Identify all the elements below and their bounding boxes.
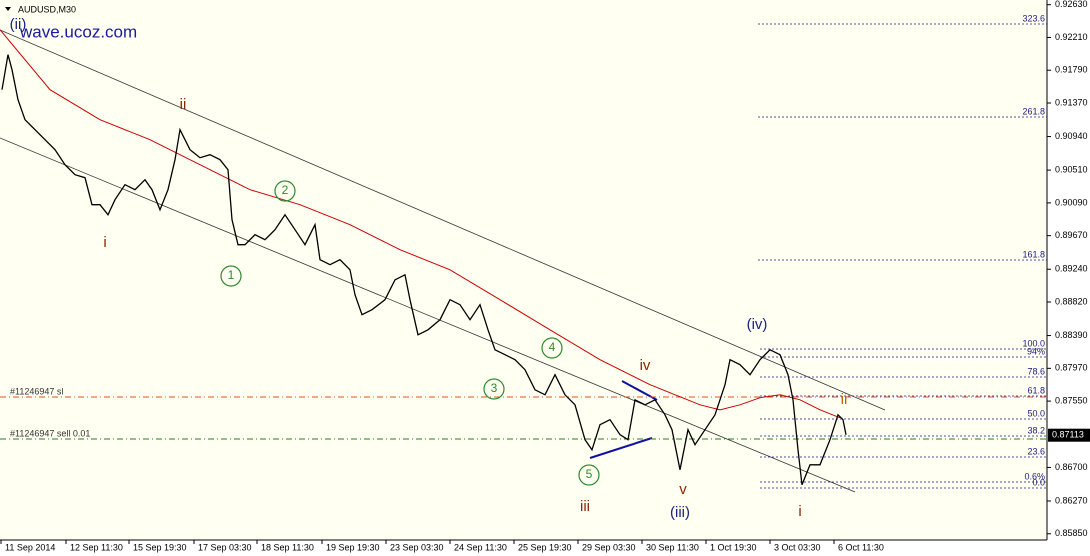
fib-label: 61.8	[1027, 385, 1045, 395]
last-price-box	[1048, 428, 1090, 442]
wave-circle	[578, 464, 600, 486]
plot-area	[0, 0, 1047, 540]
x-tick-label: 19 Sep 19:30	[326, 542, 380, 552]
price-line	[1, 54, 847, 486]
fib-label: 261.8	[1022, 106, 1045, 116]
channel-lower	[0, 137, 856, 493]
y-tick-label: 0.91370	[1055, 97, 1088, 107]
fib-label: 161.8	[1022, 249, 1045, 259]
x-tick-label: 3 Oct 03:30	[774, 542, 821, 552]
last-price-label: 0.87113	[1052, 430, 1084, 440]
fib-label: 38.2	[1027, 425, 1045, 435]
x-tick-label: 6 Oct 11:30	[838, 542, 884, 552]
wave-label: iv	[640, 357, 651, 374]
wave-label: iii	[580, 498, 590, 515]
wave-label: 4	[549, 340, 556, 354]
y-tick-label: 0.90510	[1055, 164, 1088, 174]
wave-circle	[220, 265, 242, 287]
fib-label: 78.6	[1027, 366, 1045, 376]
x-tick-label: 15 Sep 19:30	[133, 542, 187, 552]
x-tick-label: 23 Sep 03:30	[390, 542, 444, 552]
y-tick-label: 0.89670	[1055, 230, 1088, 240]
wave-label: i	[798, 503, 801, 520]
y-tick-label: 0.86270	[1055, 495, 1088, 505]
x-tick-label: 1 Oct 19:30	[710, 542, 757, 552]
fib-label: 50.0	[1027, 408, 1045, 418]
x-tick-label: 11 Sep 2014	[5, 542, 55, 552]
y-tick-label: 0.87970	[1055, 363, 1088, 373]
fib-label: 0.6%	[1024, 471, 1045, 481]
wave-label: v	[679, 481, 687, 498]
x-tick-label: 25 Sep 19:30	[518, 542, 572, 552]
wave-circle	[274, 180, 296, 202]
moving-average	[0, 29, 841, 419]
fib-label: 323.6	[1022, 13, 1045, 23]
wave-label: ii	[180, 96, 187, 113]
y-tick-label: 0.90090	[1055, 197, 1088, 207]
y-tick-label: 0.87550	[1055, 395, 1088, 405]
fib-label: 23.6	[1027, 446, 1045, 456]
y-tick-label: 0.91790	[1055, 65, 1088, 75]
fib-label: 94%	[1027, 346, 1045, 356]
fib-label: 0.0	[1032, 477, 1045, 487]
wave-label: 1	[228, 268, 235, 282]
fib-label: 100.0	[1022, 338, 1045, 348]
x-tick-label: 12 Sep 11:30	[70, 542, 123, 552]
order-label: #11246947 sell 0.01	[10, 428, 90, 438]
wave-label: 3	[491, 381, 498, 395]
y-tick-label: 0.88390	[1055, 330, 1088, 340]
x-tick-label: 24 Sep 11:30	[454, 542, 507, 552]
wave-label: ii	[841, 391, 848, 408]
x-tick-label: 18 Sep 11:30	[261, 542, 314, 552]
wave-circle	[541, 337, 563, 359]
symbol-title: AUDUSD,M30	[18, 4, 76, 14]
wave-label: (iii)	[670, 504, 690, 521]
y-tick-label: 0.85850	[1055, 528, 1088, 538]
title-arrow	[5, 7, 11, 11]
wave-circle	[483, 378, 505, 400]
y-tick-label: 0.88820	[1055, 296, 1088, 306]
x-tick-label: 29 Sep 03:30	[582, 542, 636, 552]
channel-upper	[0, 29, 886, 411]
wave-label: 5	[586, 467, 593, 481]
y-tick-label: 0.90940	[1055, 131, 1088, 141]
x-tick-label: 30 Sep 11:30	[646, 542, 699, 552]
wave-label: (ii)	[10, 16, 27, 33]
y-tick-label: 0.86700	[1055, 462, 1088, 472]
watermark: wave.ucoz.com	[19, 22, 137, 41]
y-tick-label: 0.92630	[1055, 0, 1088, 9]
trend-lines	[0, 29, 1047, 493]
triangle-line	[589, 437, 653, 459]
y-tick-label: 0.89240	[1055, 264, 1088, 274]
wave-label: (iv)	[747, 316, 768, 333]
order-label: #11246947 sl	[10, 386, 63, 396]
y-tick-label: 0.92210	[1055, 32, 1088, 42]
x-tick-label: 17 Sep 03:30	[198, 542, 252, 552]
wave-label: i	[103, 234, 106, 251]
wave-label: 2	[282, 183, 289, 197]
